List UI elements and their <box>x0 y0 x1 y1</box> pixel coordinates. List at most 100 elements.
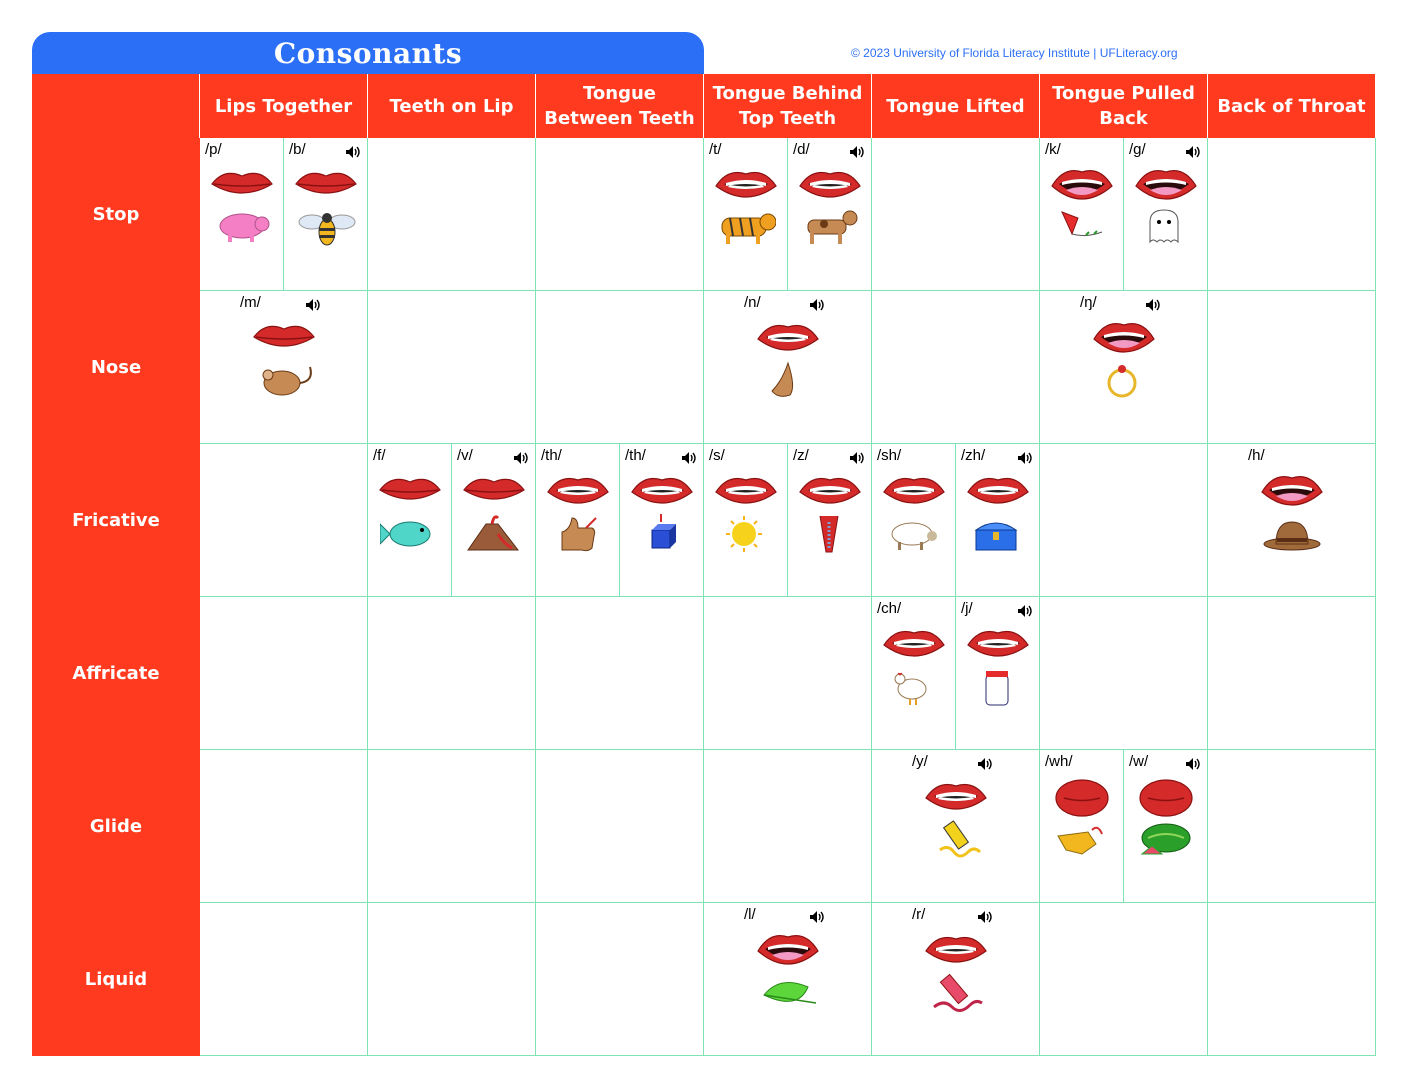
mouth-icon <box>798 171 861 198</box>
picture <box>968 667 1028 711</box>
mouth-icon <box>1138 779 1193 817</box>
sound-card-y[interactable]: /y/ <box>872 750 1039 902</box>
chart-cell <box>1208 750 1376 903</box>
speaker-glyph <box>346 146 360 158</box>
sound-card-zh[interactable]: /zh/ <box>955 444 1039 596</box>
sound-card-d[interactable]: /d/ <box>787 138 871 290</box>
speaker-icon[interactable] <box>305 297 321 311</box>
credit-line[interactable]: © 2023 University of Florida Literacy In… <box>851 46 1178 60</box>
speaker-glyph <box>1186 758 1200 770</box>
sound-card-sh[interactable]: /sh/ <box>872 444 955 596</box>
chart-cell <box>536 903 704 1056</box>
mouth-illustration <box>210 166 274 210</box>
sound-card-ng[interactable]: /ŋ/ <box>1040 291 1207 443</box>
row-label-affricate: Affricate <box>32 597 200 750</box>
mouth-illustration <box>882 625 946 669</box>
speaker-glyph <box>978 758 992 770</box>
title-banner: Consonants <box>32 32 704 74</box>
speaker-glyph <box>1186 146 1200 158</box>
sound-card-j[interactable]: /j/ <box>955 597 1039 749</box>
speaker-icon[interactable] <box>849 144 865 158</box>
sound-card-l[interactable]: /l/ <box>704 903 871 1055</box>
mouth-icon <box>882 630 945 657</box>
sound-card-v[interactable]: /v/ <box>451 444 535 596</box>
sound-card-n[interactable]: /n/ <box>704 291 871 443</box>
mouth-illustration <box>1134 778 1198 822</box>
mouth-icon <box>1260 476 1323 506</box>
speaker-icon[interactable] <box>977 756 993 770</box>
sound-card-m[interactable]: /m/ <box>200 291 367 443</box>
chart-cell: /h/ <box>1208 444 1376 597</box>
speaker-icon[interactable] <box>1185 144 1201 158</box>
sound-symbol: /wh/ <box>1045 753 1073 770</box>
speaker-glyph <box>810 299 824 311</box>
sound-symbol: /y/ <box>912 753 928 770</box>
mouth-icon <box>714 477 777 504</box>
sound-card-w[interactable]: /w/ <box>1123 750 1207 902</box>
sound-card-s[interactable]: /s/ <box>704 444 787 596</box>
chart-cell: /m/ <box>200 291 368 444</box>
mouth-icon <box>882 477 945 504</box>
mouth-icon <box>1054 779 1109 817</box>
bee-icon <box>298 213 355 246</box>
speaker-icon[interactable] <box>849 450 865 464</box>
chart-cell <box>536 291 704 444</box>
sound-card-p[interactable]: /p/ <box>200 138 283 290</box>
row-label-liquid: Liquid <box>32 903 200 1056</box>
speaker-glyph <box>978 911 992 923</box>
sound-card-h[interactable]: /h/ <box>1208 444 1375 596</box>
mouth-icon <box>966 477 1029 504</box>
mouth-illustration <box>966 625 1030 669</box>
chart-cell: /th/ /th/ <box>536 444 704 597</box>
sound-card-th2[interactable]: /th/ <box>619 444 703 596</box>
chart-cell <box>704 597 872 750</box>
speaker-icon[interactable] <box>809 297 825 311</box>
mouth-illustration <box>924 931 988 975</box>
chart-cell <box>536 750 704 903</box>
speaker-icon[interactable] <box>1017 450 1033 464</box>
mouth-illustration <box>1050 166 1114 210</box>
column-header-1: Teeth on Lip <box>368 74 536 138</box>
sound-card-z[interactable]: /z/ <box>787 444 871 596</box>
mouth-illustration <box>378 472 442 516</box>
chart-cell <box>1208 138 1376 291</box>
picture <box>884 514 944 558</box>
sound-card-t[interactable]: /t/ <box>704 138 787 290</box>
speaker-glyph <box>850 452 864 464</box>
sound-card-k[interactable]: /k/ <box>1040 138 1123 290</box>
speaker-icon[interactable] <box>1017 603 1033 617</box>
chart-cell: /k/ /g/ <box>1040 138 1208 291</box>
sound-symbol: /th/ <box>541 447 562 464</box>
speaker-icon[interactable] <box>1145 297 1161 311</box>
sound-card-r[interactable]: /r/ <box>872 903 1039 1055</box>
speaker-icon[interactable] <box>513 450 529 464</box>
sound-card-th1[interactable]: /th/ <box>536 444 619 596</box>
sound-card-wh[interactable]: /wh/ <box>1040 750 1123 902</box>
sound-card-g[interactable]: /g/ <box>1123 138 1207 290</box>
picture <box>758 361 818 405</box>
mouth-icon <box>798 477 861 504</box>
sound-card-ch[interactable]: /ch/ <box>872 597 955 749</box>
chart-cell <box>368 138 536 291</box>
sun-icon <box>725 516 762 552</box>
speaker-icon[interactable] <box>977 909 993 923</box>
sound-symbol: /zh/ <box>961 447 986 464</box>
chart-cell: /f/ /v/ <box>368 444 536 597</box>
mouth-illustration <box>1092 319 1156 363</box>
chart-cell <box>368 903 536 1056</box>
speaker-icon[interactable] <box>681 450 697 464</box>
mouth-illustration <box>462 472 526 516</box>
speaker-icon[interactable] <box>809 909 825 923</box>
sound-symbol: /k/ <box>1045 141 1061 158</box>
speaker-icon[interactable] <box>1185 756 1201 770</box>
picture <box>212 208 272 252</box>
sound-symbol: /v/ <box>457 447 473 464</box>
chart-cell <box>872 138 1040 291</box>
chart-cell <box>1208 903 1376 1056</box>
sound-symbol: /f/ <box>373 447 386 464</box>
sound-card-b[interactable]: /b/ <box>283 138 367 290</box>
speaker-icon[interactable] <box>345 144 361 158</box>
sound-symbol: /l/ <box>744 906 756 923</box>
sound-card-f[interactable]: /f/ <box>368 444 451 596</box>
chart-cell: /s/ /z/ <box>704 444 872 597</box>
